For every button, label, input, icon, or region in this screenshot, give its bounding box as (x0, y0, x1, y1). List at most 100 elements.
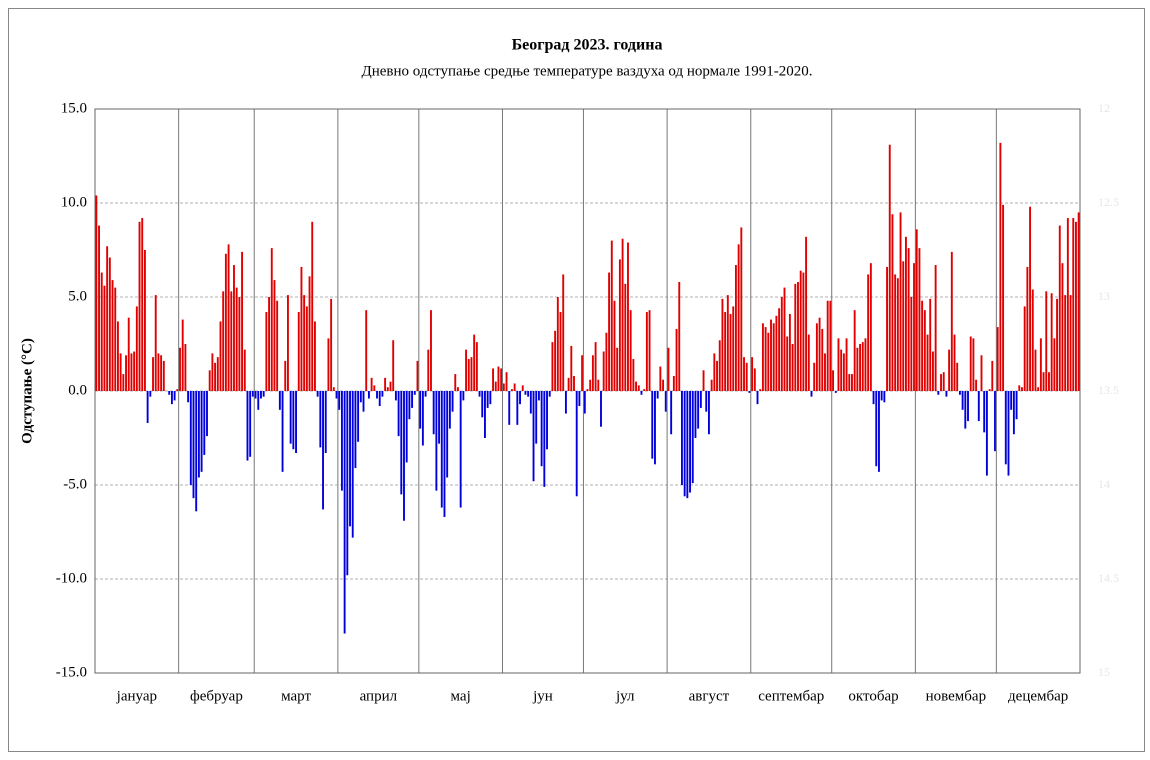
bar (370, 377, 373, 391)
bar (551, 342, 554, 391)
chart-title: Београд 2023. година (512, 37, 663, 54)
bar (648, 310, 651, 391)
bar (999, 142, 1002, 391)
bar (505, 372, 508, 391)
bar (1004, 391, 1007, 465)
bar (300, 266, 303, 391)
bar (772, 323, 775, 391)
bar (608, 272, 611, 391)
bar (152, 357, 154, 391)
y-tick-label: -15.0 (56, 664, 87, 680)
bar (454, 374, 457, 391)
bar (791, 344, 794, 391)
bar (964, 391, 967, 429)
bar (357, 391, 360, 442)
bar (969, 336, 972, 391)
bar (257, 391, 260, 410)
bar (602, 351, 605, 391)
bar (1018, 385, 1021, 391)
bar (532, 391, 535, 482)
bar (138, 221, 141, 391)
bar (435, 391, 438, 491)
bar (475, 342, 478, 391)
bar (880, 391, 883, 401)
bar (767, 332, 770, 391)
bar (753, 368, 756, 391)
bar (1058, 225, 1061, 391)
bar (988, 389, 991, 391)
bar (243, 349, 246, 391)
bar (589, 379, 592, 391)
bar (219, 321, 222, 391)
bar (230, 291, 233, 391)
bar (832, 370, 835, 391)
bar (462, 391, 465, 401)
bar (864, 338, 867, 391)
bar (489, 391, 492, 405)
bar (958, 391, 961, 395)
bar (734, 265, 737, 391)
bar (481, 391, 484, 418)
x-tick-label: мај (451, 688, 471, 704)
bar (284, 360, 287, 391)
bar (764, 327, 767, 391)
bar (980, 355, 983, 391)
bar (896, 278, 899, 391)
bar (845, 338, 848, 391)
bar (430, 310, 432, 391)
bar (287, 295, 289, 391)
bar (967, 391, 969, 422)
bar (926, 334, 929, 391)
bar (610, 240, 613, 391)
x-tick-label: октобар (848, 688, 898, 704)
bar (740, 227, 743, 391)
bar (200, 391, 203, 472)
bar (143, 250, 146, 391)
bar (1031, 289, 1034, 391)
bar (578, 391, 581, 407)
bar (270, 248, 273, 391)
bar (675, 328, 678, 391)
y2-tick-label: 12.5 (1098, 195, 1119, 209)
bar (103, 285, 106, 391)
bar (1029, 206, 1032, 391)
bar (786, 336, 789, 391)
bar (319, 391, 322, 448)
bar (929, 298, 932, 391)
bar (392, 340, 395, 391)
bar (659, 366, 662, 391)
bar (473, 334, 476, 391)
bar (195, 391, 198, 512)
bar (292, 391, 295, 450)
bar (222, 291, 225, 391)
bar (710, 379, 713, 391)
bar (111, 280, 114, 391)
bar (424, 391, 427, 397)
bar (497, 366, 500, 391)
bar (564, 391, 567, 414)
bar (594, 342, 597, 391)
bar (254, 391, 257, 399)
bar (573, 375, 575, 391)
bar (683, 391, 686, 497)
bar (983, 391, 986, 433)
bar (643, 389, 646, 391)
y2-tick-label: 14 (1098, 477, 1110, 491)
bar (737, 244, 740, 391)
bar (184, 344, 187, 391)
bar (162, 360, 165, 391)
bar (640, 391, 643, 395)
bar (829, 300, 832, 391)
bar (931, 351, 934, 391)
bar (689, 391, 691, 493)
bar (600, 391, 602, 427)
bar (470, 357, 473, 391)
bar (953, 334, 956, 391)
bar (707, 391, 710, 435)
bar (848, 374, 851, 391)
bar (886, 266, 888, 391)
bar (613, 300, 616, 391)
bar (851, 374, 853, 391)
bar (975, 379, 978, 391)
bar (116, 321, 119, 391)
